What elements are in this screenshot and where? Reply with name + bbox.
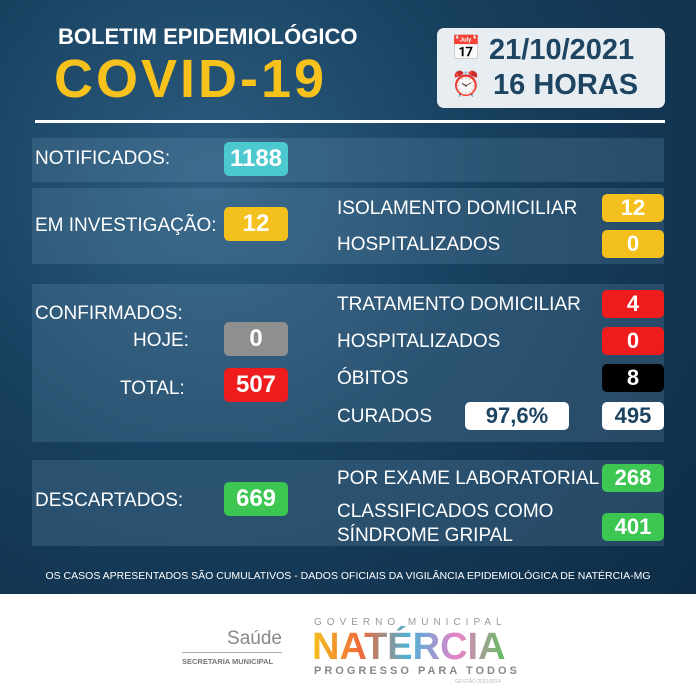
confirmados-label: CONFIRMADOS:	[35, 303, 183, 324]
gripal-label-line1: CLASSIFICADOS COMO	[337, 501, 554, 522]
invest-hospitalizados-value: 0	[602, 230, 664, 258]
notificados-value: 1188	[224, 142, 288, 176]
notificados-band	[32, 138, 664, 182]
natercia-logo: NATÉRCIA	[312, 626, 506, 668]
covid-title: COVID-19	[54, 49, 328, 109]
tratamento-label: TRATAMENTO DOMICILIAR	[337, 294, 581, 315]
laboratorial-value: 268	[602, 464, 664, 492]
date-box: 📅 21/10/2021 ⏰ 16 HORAS	[437, 28, 665, 108]
bulletin-title: BOLETIM EPIDEMIOLÓGICO	[58, 24, 358, 49]
investigacao-band	[32, 188, 664, 264]
gestao-logo: GESTÃO 2021/2024	[455, 679, 501, 685]
governo-logo: GOVERNO MUNICIPAL	[314, 617, 507, 628]
total-value: 507	[224, 368, 288, 402]
saude-logo: Saúde	[227, 628, 282, 649]
investigacao-label: EM INVESTIGAÇÃO:	[35, 215, 217, 236]
curados-label: CURADOS	[337, 406, 433, 427]
total-label: TOTAL:	[120, 378, 185, 399]
investigacao-value: 12	[224, 207, 288, 241]
conf-hospitalizados-label: HOSPITALIZADOS	[337, 331, 501, 352]
invest-hospitalizados-label: HOSPITALIZADOS	[337, 234, 501, 255]
isolamento-value: 12	[602, 194, 664, 222]
obitos-label: ÓBITOS	[337, 368, 409, 389]
gripal-label-line2: SÍNDROME GRIPAL	[337, 525, 513, 546]
calendar-icon: 📅	[451, 35, 481, 62]
laboratorial-label: POR EXAME LABORATORIAL	[337, 468, 600, 489]
notificados-label: NOTIFICADOS:	[35, 148, 171, 169]
divider	[35, 120, 665, 123]
bulletin-poster: BOLETIM EPIDEMIOLÓGICO COVID-19 📅 21/10/…	[0, 0, 696, 594]
descartados-band	[32, 460, 664, 546]
gripal-value: 401	[602, 513, 664, 541]
logo-divider	[182, 652, 282, 653]
curados-value: 495	[602, 402, 664, 430]
curados-percent: 97,6%	[465, 402, 569, 430]
slogan-logo: PROGRESSO PARA TODOS	[314, 665, 520, 677]
alarm-clock-icon: ⏰	[451, 71, 481, 98]
hoje-value: 0	[224, 322, 288, 356]
secretaria-logo: SECRETARIA MUNICIPAL	[182, 657, 274, 666]
tratamento-value: 4	[602, 290, 664, 318]
time-text: 16 HORAS	[493, 69, 639, 101]
descartados-label: DESCARTADOS:	[35, 490, 184, 511]
hoje-label: HOJE:	[133, 330, 189, 351]
descartados-value: 669	[224, 482, 288, 516]
conf-hospitalizados-value: 0	[602, 327, 664, 355]
date-text: 21/10/2021	[489, 34, 635, 66]
footer-note: OS CASOS APRESENTADOS SÃO CUMULATIVOS - …	[45, 570, 651, 582]
isolamento-label: ISOLAMENTO DOMICILIAR	[337, 198, 578, 219]
obitos-value: 8	[602, 364, 664, 392]
